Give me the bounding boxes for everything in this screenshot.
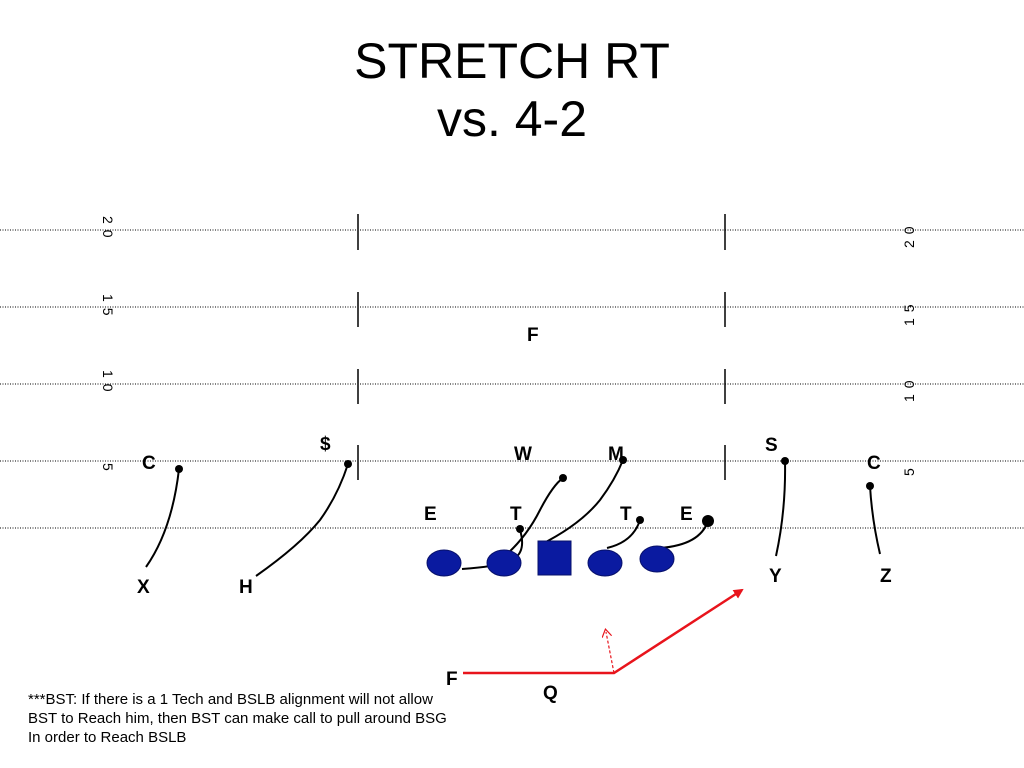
play-title-line2: vs. 4-2	[436, 91, 588, 147]
coaching-note: ***BST: If there is a 1 Tech and BSLB al…	[28, 690, 528, 747]
yard-number-left-10: 10	[100, 370, 116, 398]
motion-path	[463, 588, 744, 675]
right-tackle-dot	[636, 516, 644, 524]
label-right-end: E	[680, 504, 693, 525]
lg-block-path	[499, 477, 564, 561]
mike-linebacker-dot	[619, 456, 627, 464]
label-left-end: E	[424, 504, 437, 525]
z-block-path	[869, 485, 881, 555]
coaching-note-line2: BST to Reach him, then BST can make call…	[28, 710, 447, 727]
blocking-paths	[145, 459, 881, 577]
coaching-note-line1: ***BST: If there is a 1 Tech and BSLB al…	[28, 691, 433, 708]
play-title: STRETCH RT vs. 4-2	[0, 32, 1024, 148]
yard-number-right-10: 10	[901, 374, 917, 402]
right-corner-dot	[866, 482, 874, 490]
left-tackle	[426, 549, 462, 577]
offensive-line	[426, 540, 675, 577]
label-h: H	[239, 577, 253, 598]
strong-safety-dot	[344, 460, 352, 468]
left-guard	[486, 549, 522, 577]
label-will: W	[514, 444, 532, 465]
defender-dots	[175, 456, 874, 533]
coaching-note-line3: In order to Reach BSLB	[28, 729, 187, 746]
yard-number-left-20: 20	[100, 216, 116, 244]
left-tackle-dot	[516, 525, 524, 533]
play-title-line1: STRETCH RT	[354, 33, 670, 89]
hash-marks	[357, 214, 726, 480]
yard-numbers: 20 15 10 5 20 15 10 5	[100, 216, 917, 477]
label-right-corner: C	[867, 453, 881, 474]
will-linebacker-dot	[559, 474, 567, 482]
center	[537, 540, 572, 576]
right-tackle	[639, 545, 675, 573]
yard-number-right-20: 20	[901, 220, 917, 248]
right-guard	[587, 549, 623, 577]
q-dashed-arrow	[606, 632, 615, 674]
label-f-back: F	[446, 669, 458, 690]
defense-labels: F $ W M S C C E T T E	[142, 325, 881, 525]
yard-number-left-5: 5	[100, 463, 116, 477]
label-dollar: $	[320, 434, 331, 455]
label-x: X	[137, 577, 150, 598]
x-block-path	[145, 468, 180, 568]
label-sam: S	[765, 435, 778, 456]
label-right-tackle: T	[620, 504, 632, 525]
offense-labels: X H Y Z F Q	[137, 566, 892, 704]
rt-block-path	[659, 520, 709, 549]
left-corner-dot	[175, 465, 183, 473]
label-left-corner: C	[142, 453, 156, 474]
yard-lines	[0, 229, 1024, 529]
h-block-path	[255, 463, 349, 577]
label-mike: M	[608, 444, 624, 465]
y-block-path	[775, 460, 787, 557]
f-motion-line	[463, 588, 744, 675]
label-y: Y	[769, 566, 782, 587]
yard-number-left-15: 15	[100, 294, 116, 322]
yard-number-right-5: 5	[901, 462, 917, 476]
label-left-tackle: T	[510, 504, 522, 525]
c-block-path	[539, 459, 624, 546]
free-safety-dot	[781, 457, 789, 465]
label-z: Z	[880, 566, 892, 587]
label-q: Q	[543, 683, 558, 704]
yard-number-right-15: 15	[901, 298, 917, 326]
label-free-deep: F	[527, 325, 539, 346]
right-end-dot	[702, 515, 714, 527]
